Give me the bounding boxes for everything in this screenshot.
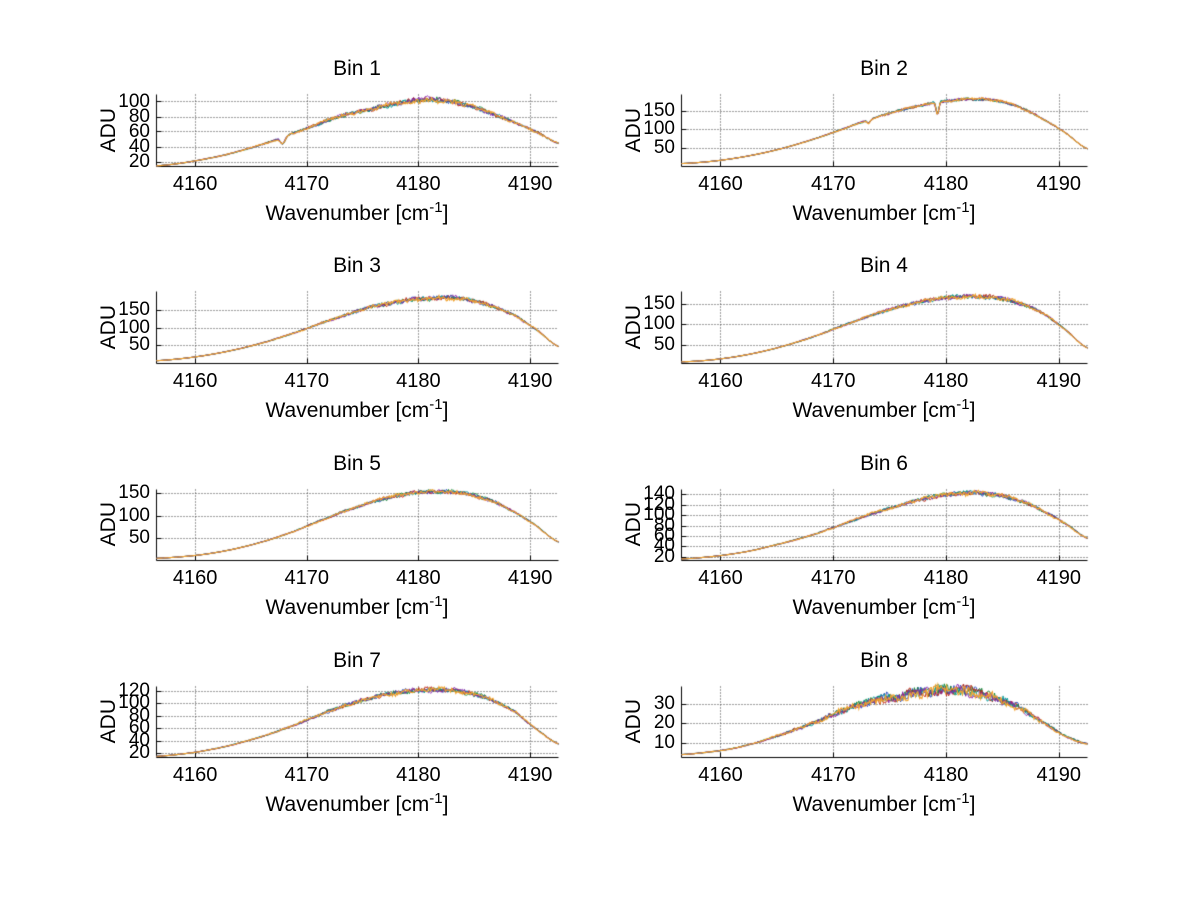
x-tick-label: 4180 (923, 567, 969, 589)
x-tick-label: 4190 (1036, 173, 1082, 195)
subplot-bin-6: Bin 6 ADU Wavenumber [cm-1] 20 40 60 80 100 1… (622, 452, 1090, 619)
x-tick-label: 4170 (811, 764, 856, 786)
y-tick-label: 60 (128, 120, 150, 142)
subplot-bin-8: Bin 8 ADU Wavenumber [cm-1] 10 20 30 4160 41… (622, 649, 1090, 816)
plot-title: Bin 8 (860, 649, 908, 672)
y-tick-label: 80 (128, 704, 150, 726)
x-tick-label: 4160 (698, 173, 743, 195)
plot-title: Bin 7 (333, 649, 381, 672)
x-tick-label: 4190 (507, 370, 553, 392)
y-tick-label: 120 (643, 493, 675, 515)
plot-area (155, 681, 561, 760)
x-axis-label: Wavenumber [cm-1] (792, 199, 976, 225)
y-tick-label: 20 (653, 712, 675, 734)
x-tick-label: 4160 (698, 370, 743, 392)
x-tick-label: 4180 (923, 370, 969, 392)
plot-area (680, 286, 1090, 366)
y-tick-label: 50 (653, 136, 675, 158)
x-tick-label: 4190 (1036, 567, 1082, 589)
y-tick-label: 120 (118, 679, 150, 701)
y-tick-label: 60 (128, 717, 150, 739)
y-tick-label: 100 (118, 90, 150, 112)
subplot-bin-4: Bin 4 ADU Wavenumber [cm-1] 50 100 150 4160… (622, 254, 1090, 422)
x-tick-label: 4160 (698, 567, 743, 589)
y-tick-label: 100 (643, 118, 675, 140)
x-tick-label: 4190 (507, 567, 553, 589)
x-axis-label: Wavenumber [cm-1] (265, 199, 449, 225)
y-tick-label: 40 (128, 729, 150, 751)
y-tick-label: 60 (653, 524, 675, 546)
x-tick-label: 4160 (172, 567, 218, 589)
plot-title: Bin 4 (860, 254, 908, 277)
subplot-bin-1: Bin 1 ADU Wavenumber [cm-1] 20 40 60 80 100 4… (97, 57, 561, 225)
y-tick-label: 50 (128, 526, 150, 548)
x-tick-label: 4170 (284, 173, 330, 195)
y-tick-label: 40 (128, 135, 150, 157)
x-tick-label: 4160 (698, 764, 743, 786)
y-tick-label: 50 (653, 334, 675, 356)
x-tick-label: 4180 (923, 764, 969, 786)
subplot-bin-2: Bin 2 ADU Wavenumber [cm-1] 50 100 150 4160… (622, 57, 1090, 225)
x-tick-label: 4180 (923, 173, 969, 195)
x-tick-label: 4190 (507, 764, 553, 786)
y-axis-label: ADU (622, 699, 645, 744)
y-tick-label: 20 (128, 150, 150, 172)
plot-title: Bin 5 (333, 452, 381, 475)
x-tick-label: 4160 (172, 173, 218, 195)
subplot-bin-7: Bin 7 ADU Wavenumber [cm-1] 20 40 60 80 100 1… (97, 649, 561, 816)
x-tick-label: 4160 (172, 370, 218, 392)
y-tick-label: 100 (643, 313, 675, 335)
x-tick-label: 4170 (284, 370, 330, 392)
x-tick-label: 4170 (284, 764, 330, 786)
y-tick-label: 40 (653, 535, 675, 557)
y-tick-label: 10 (653, 732, 675, 754)
plot-area (680, 89, 1090, 169)
x-tick-label: 4170 (811, 370, 856, 392)
x-axis-label: Wavenumber [cm-1] (265, 396, 449, 422)
y-tick-label: 150 (643, 292, 675, 314)
x-tick-label: 4160 (172, 764, 218, 786)
x-tick-label: 4180 (396, 567, 441, 589)
plot-area (155, 484, 561, 563)
y-tick-label: 100 (118, 692, 150, 714)
plot-area (155, 286, 561, 366)
plot-title: Bin 3 (333, 254, 381, 277)
plot-title: Bin 1 (333, 57, 381, 80)
x-axis-label: Wavenumber [cm-1] (792, 396, 976, 422)
plot-area (680, 681, 1090, 760)
plot-title: Bin 2 (860, 57, 908, 80)
x-axis-label: Wavenumber [cm-1] (792, 593, 976, 619)
y-tick-label: 50 (128, 334, 150, 356)
subplot-bin-5: Bin 5 ADU Wavenumber [cm-1] 50 100 150 4160… (97, 452, 561, 619)
y-tick-label: 140 (643, 483, 675, 505)
y-tick-label: 150 (118, 298, 150, 320)
y-tick-label: 150 (643, 99, 675, 121)
x-axis-label: Wavenumber [cm-1] (265, 593, 449, 619)
x-tick-label: 4180 (396, 173, 441, 195)
x-tick-label: 4190 (507, 173, 553, 195)
x-tick-label: 4180 (396, 764, 441, 786)
x-tick-label: 4170 (284, 567, 330, 589)
x-tick-label: 4170 (811, 567, 856, 589)
y-tick-label: 100 (643, 504, 675, 526)
y-tick-label: 30 (653, 692, 675, 714)
plot-area (155, 89, 561, 169)
x-tick-label: 4190 (1036, 764, 1082, 786)
y-tick-label: 100 (118, 316, 150, 338)
x-tick-label: 4170 (811, 173, 856, 195)
x-tick-label: 4190 (1036, 370, 1082, 392)
plot-area (680, 484, 1090, 563)
y-tick-label: 20 (653, 545, 675, 567)
subplot-bin-3: Bin 3 ADU Wavenumber [cm-1] 50 100 150 4160… (97, 254, 561, 422)
x-axis-label: Wavenumber [cm-1] (265, 790, 449, 816)
y-tick-label: 150 (118, 482, 150, 504)
y-tick-label: 20 (128, 742, 150, 764)
y-tick-label: 80 (128, 105, 150, 127)
x-tick-label: 4180 (396, 370, 441, 392)
y-tick-label: 80 (653, 514, 675, 536)
plot-title: Bin 6 (860, 452, 908, 475)
y-tick-label: 100 (118, 504, 150, 526)
x-axis-label: Wavenumber [cm-1] (792, 790, 976, 816)
